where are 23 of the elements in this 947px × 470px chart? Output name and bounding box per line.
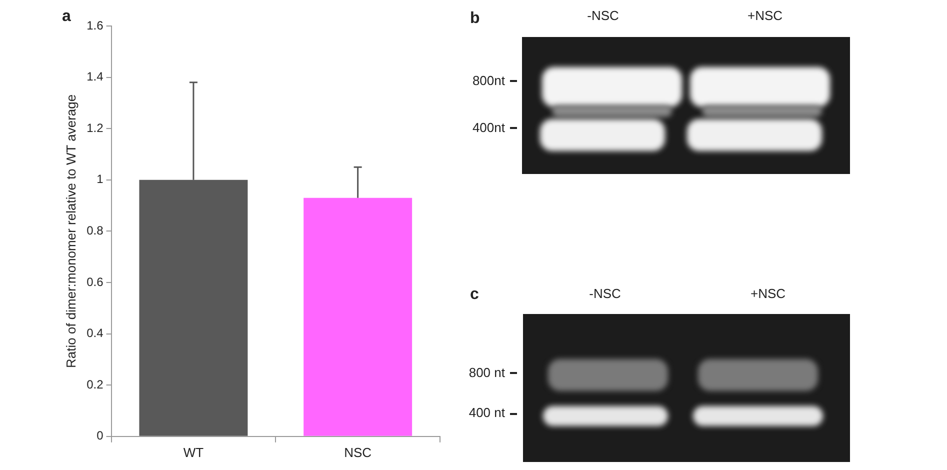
y-tick-label: 1.2 <box>86 120 104 135</box>
text: b <box>470 10 480 28</box>
y-axis-title: Ratio of dimer:monomer relative to WT average <box>63 94 78 368</box>
y-tick-label: 0.2 <box>86 377 104 392</box>
text: 400nt <box>472 120 505 135</box>
y-tick-label: 1.4 <box>86 70 104 84</box>
text: +NSC <box>750 286 786 301</box>
y-tick-label: 1 <box>96 172 104 186</box>
y-tick-label: 0.8 <box>86 224 104 238</box>
text: -NSC <box>589 286 621 301</box>
text: c <box>470 286 479 304</box>
text: 400 nt <box>468 405 505 420</box>
y-tick-label: 0.4 <box>86 326 104 340</box>
text: +NSC <box>747 8 783 23</box>
text: 800nt <box>472 73 505 88</box>
y-tick-label: 1.6 <box>86 18 104 32</box>
y-tick-label: 0.6 <box>86 274 104 289</box>
x-tick-label: WT <box>183 444 204 460</box>
x-tick-label: NSC <box>344 444 372 460</box>
text: -NSC <box>587 8 619 23</box>
text: 800 nt <box>468 365 505 380</box>
text: a <box>62 8 71 26</box>
y-tick-label: 0 <box>96 428 104 443</box>
